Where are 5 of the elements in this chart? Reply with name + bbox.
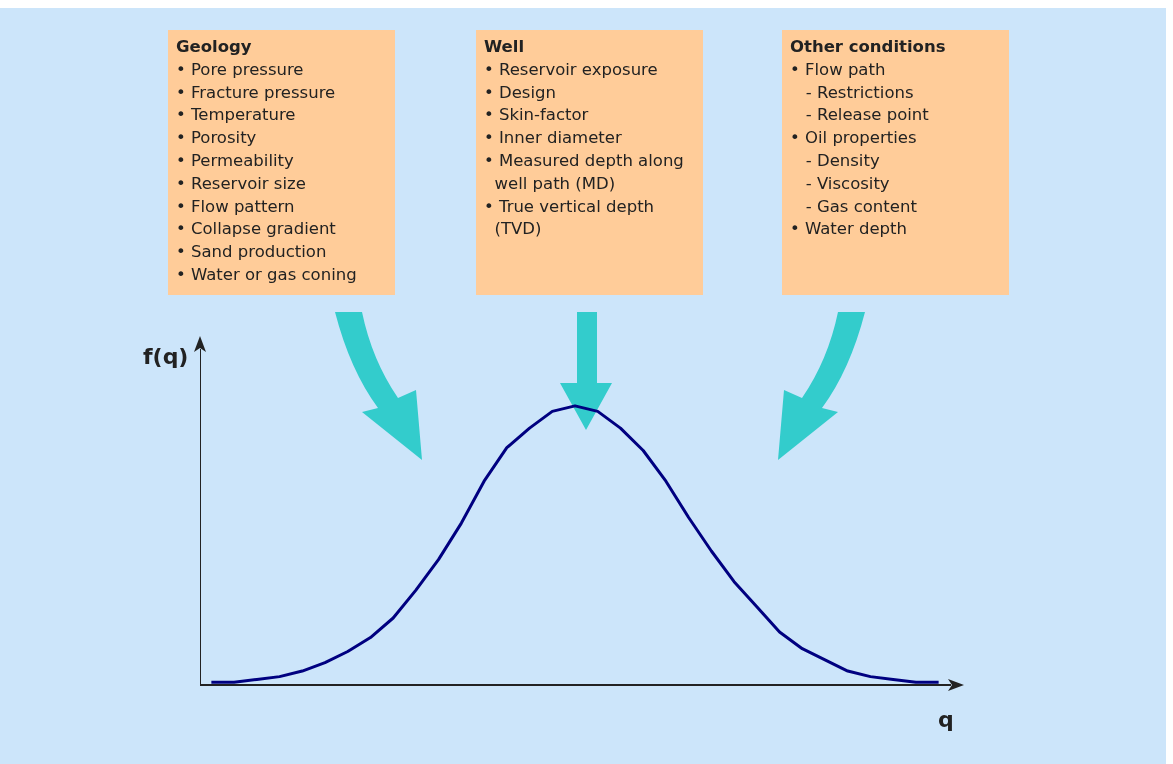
x-axis-title: q [938,707,954,732]
text: Other conditions • Flow path - Restrictions - Release point • Oil properties - Density - Viscosity - Gas content • Water depth [790,37,946,239]
text: Well • Reservoir exposure • Design • Skin-factor • Inner diameter • Measured depth along well path (MD) • True vertical depth (TVD) [484,37,684,239]
y-axis-title: f(q) [143,344,189,369]
text: Geology • Pore pressure • Fracture pressure • Temperature • Porosity • Permeability • Reservoir size • Flow pattern • Collapse gradient • Sand production • Water or gas coning [176,37,357,284]
